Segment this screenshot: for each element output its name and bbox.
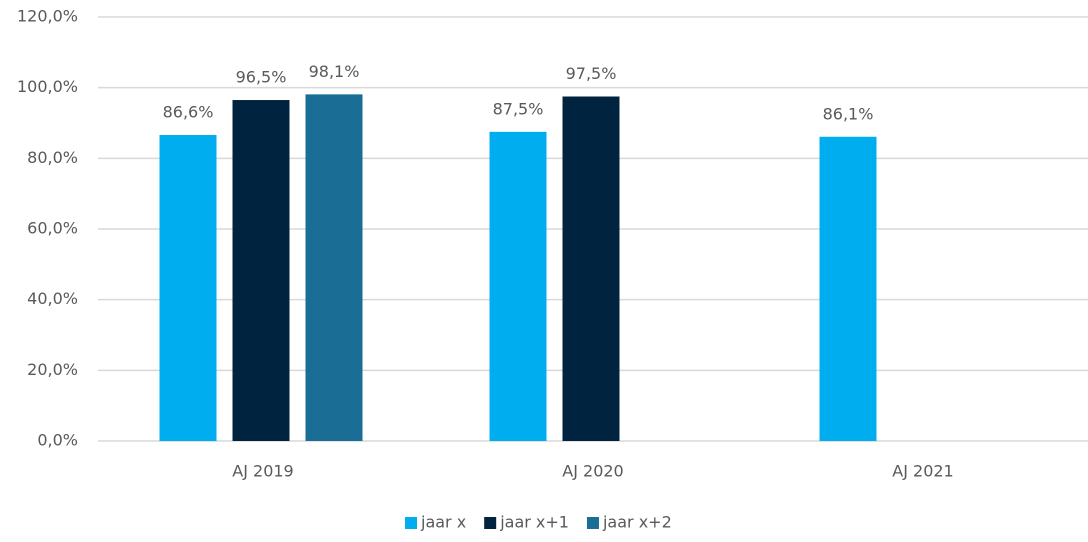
- legend-swatch: [405, 517, 417, 529]
- data-label: 98,1%: [309, 62, 360, 81]
- y-tick-label: 60,0%: [27, 219, 78, 238]
- bar: [159, 135, 217, 441]
- y-tick-label: 40,0%: [27, 289, 78, 308]
- data-label: 86,6%: [163, 103, 214, 122]
- x-tick-label: AJ 2020: [562, 462, 623, 481]
- x-tick-label: AJ 2019: [232, 462, 293, 481]
- legend-swatch: [586, 517, 599, 529]
- x-tick-label: AJ 2021: [892, 462, 953, 481]
- bar: [819, 136, 877, 441]
- bar: [489, 131, 547, 442]
- legend-label: jaar x+2: [602, 513, 672, 532]
- y-tick-label: 120,0%: [17, 7, 78, 26]
- data-label: 96,5%: [236, 68, 287, 87]
- bar: [562, 96, 620, 441]
- y-tick-label: 0,0%: [37, 431, 78, 450]
- y-tick-label: 20,0%: [27, 360, 78, 379]
- data-label: 97,5%: [566, 64, 617, 83]
- bar: [232, 100, 290, 442]
- legend-label: jaar x: [420, 513, 466, 532]
- legend-swatch: [484, 517, 497, 529]
- bar: [305, 94, 363, 441]
- legend-label: jaar x+1: [499, 513, 569, 532]
- data-label: 87,5%: [493, 99, 544, 118]
- y-tick-label: 100,0%: [17, 77, 78, 96]
- y-tick-label: 80,0%: [27, 148, 78, 167]
- data-label: 86,1%: [823, 104, 874, 123]
